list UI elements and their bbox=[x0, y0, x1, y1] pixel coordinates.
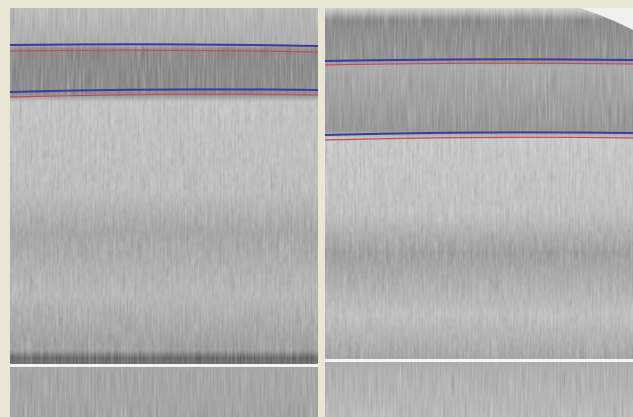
left-panel bbox=[10, 8, 318, 417]
page bbox=[0, 0, 633, 417]
texture bbox=[325, 140, 633, 355]
right-panel bbox=[325, 8, 633, 417]
texture bbox=[10, 100, 318, 350]
ultrasound-view bbox=[0, 0, 633, 417]
reflection-line bbox=[10, 364, 318, 367]
reflection-line bbox=[325, 359, 633, 362]
